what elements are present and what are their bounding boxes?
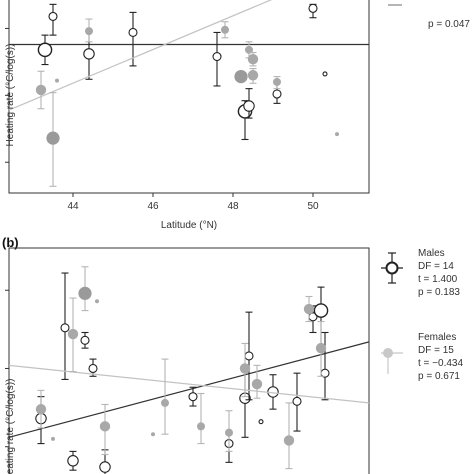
legend-females-p: p = 0.671 [418, 371, 460, 382]
panel-b-males-point [188, 392, 198, 402]
panel-a-legend-p-value: p = 0.047 [428, 19, 470, 30]
panel-a-series-1-point [35, 84, 47, 96]
panel-a-series-1-point [221, 25, 229, 34]
panel-b-y-tick-label: 2.0 [0, 439, 3, 453]
panel-a-series-0-point [322, 71, 328, 77]
panel-a-series-1-point [85, 27, 93, 36]
panel-a-series-1-point [46, 131, 60, 145]
legend-females-marker [383, 348, 393, 358]
legend-females-title: Females [418, 332, 456, 343]
panel-a-x-tick-label: 50 [307, 201, 319, 212]
panel-b-males-point [313, 303, 329, 318]
panel-b-plot-area [8, 266, 370, 474]
panel-b-males-point [60, 323, 70, 333]
panel-b-legend-females: Females DF = 15 t = −0.434 p = 0.671 [381, 332, 463, 382]
legend-females-t: t = −0.434 [418, 358, 463, 369]
panel-a-series-1-point [273, 77, 281, 86]
panel-a-series-1-point [234, 70, 248, 84]
panel-a-series-1-point [55, 78, 59, 83]
panel-b-females-point [35, 403, 47, 415]
panel-a-series-1-point [247, 70, 259, 81]
panel-a-x-tick-label: 48 [227, 201, 239, 212]
panel-a-y-tick-label: 1.5 [0, 155, 3, 169]
panel-b-axes: 2.0 2.5 3.0 [0, 283, 9, 454]
panel-b-y-tick-label: 2.5 [0, 361, 3, 375]
panel-b-males-point [292, 396, 302, 406]
panel-b-females-point [197, 422, 205, 431]
panel-b-y-tick-label: 3.0 [0, 283, 3, 297]
panel-a-x-axis-label: Latitude (°N) [161, 220, 217, 231]
panel-b-males-trend-line [8, 341, 370, 438]
panel-b-males-point [88, 363, 98, 374]
legend-males-t: t = 1.400 [418, 274, 458, 285]
panel-a-x-tick-label: 44 [67, 201, 79, 212]
panel-a-legend: p = 0.047 [388, 4, 470, 30]
panel-b-females-point [161, 398, 169, 407]
panel-b-males-point [258, 419, 264, 425]
panel-a-series-0-point [83, 48, 95, 60]
panel-b-males-point [244, 351, 254, 361]
panel-a-series-1-trend-line [8, 0, 273, 111]
panel-a-series-0-point [128, 27, 138, 37]
panel-a-series-0-point [212, 51, 222, 62]
panel-a-series-0-point [48, 11, 58, 21]
panel-b-legend-males: Males DF = 14 t = 1.400 p = 0.183 [381, 248, 460, 298]
panel-a-frame [8, 0, 370, 194]
panel-b-females-point [51, 436, 55, 441]
panel-b-y-axis-label: Heating rate (°C/log(s)) [5, 379, 16, 474]
panel-a-x-tick-label: 46 [147, 201, 159, 212]
panel-b-females-point [78, 286, 92, 300]
panel-b-females-trend-line [8, 364, 370, 404]
panel-b-males-point [80, 335, 90, 345]
panel-b-females-point [303, 303, 315, 315]
panel-a-y-axis-label: Heating rate (°C/log(s)) [5, 44, 16, 147]
panel-a-series-0-point [243, 100, 255, 112]
panel-b-females-point [251, 378, 263, 390]
panel-a-series-1-point [245, 45, 253, 54]
panel-b-females-point [67, 328, 79, 340]
panel-b-females-point [95, 299, 99, 304]
panel-a-axes: 1.5 2.0 2.5 44 46 48 50 [0, 21, 319, 212]
panel-b-label: (b) [2, 235, 19, 250]
panel-a-series-0-point [37, 42, 53, 58]
panel-b-females-point [315, 342, 327, 354]
panel-b-frame [8, 247, 370, 474]
panel-b-females-point [151, 432, 155, 437]
legend-females-df: DF = 15 [418, 345, 454, 356]
legend-males-marker [385, 261, 399, 275]
panel-a-plot-area [8, 0, 369, 187]
legend-males-p: p = 0.183 [418, 287, 460, 298]
panel-a-series-0-point [308, 3, 318, 13]
panel-b-females-point [283, 435, 295, 446]
panel-b-males-point [99, 461, 111, 473]
panel-b-females-point [239, 363, 251, 374]
legend-males-title: Males [418, 248, 445, 259]
legend-males-df: DF = 14 [418, 261, 454, 272]
panel-b-males-point [67, 455, 79, 467]
panel-a-y-tick-label: 2.0 [0, 88, 3, 102]
panel-a-y-tick-label: 2.5 [0, 21, 3, 35]
panel-a-series-0-point [272, 89, 282, 99]
panel-a-series-1-point [247, 54, 259, 65]
panel-b-females-point [225, 428, 233, 437]
panel-b-females-point [99, 421, 111, 432]
panel-a-series-1-point [335, 132, 339, 137]
